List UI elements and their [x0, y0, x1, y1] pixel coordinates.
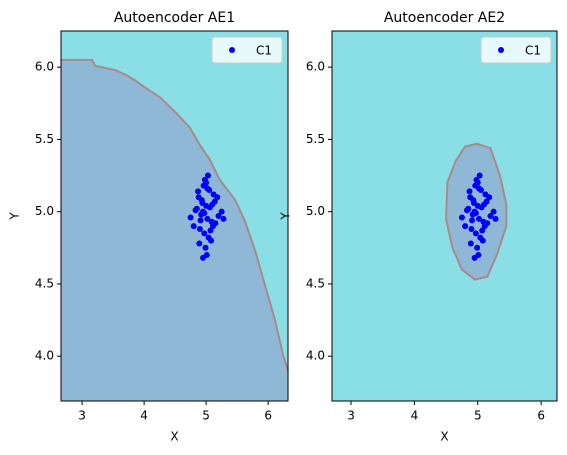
axes-frame [331, 30, 558, 402]
point [473, 176, 480, 183]
point [218, 208, 225, 215]
point [215, 213, 222, 219]
point [192, 207, 199, 214]
legend-label: C1 [256, 44, 272, 58]
point [471, 254, 478, 261]
point [483, 198, 490, 205]
point [476, 185, 483, 192]
point [201, 230, 208, 237]
x-tick-label: 5 [474, 409, 482, 423]
boundary [61, 58, 289, 371]
legend-box [480, 36, 552, 64]
point [477, 234, 484, 241]
point [204, 215, 211, 222]
point [204, 185, 211, 192]
point [472, 210, 479, 217]
point [207, 227, 214, 234]
point [481, 223, 488, 230]
point [458, 214, 465, 221]
point [476, 172, 483, 179]
point [204, 172, 211, 179]
y-axis-label: Y [8, 212, 22, 221]
y-tick-label: 5.0 [306, 204, 325, 218]
point [466, 188, 473, 195]
y-tick-label: 5.5 [306, 132, 325, 146]
point [187, 214, 194, 221]
x-tick-label: 5 [202, 409, 210, 423]
point [201, 176, 208, 183]
point [200, 254, 207, 261]
point [476, 215, 483, 222]
y-tick-label: 5.5 [35, 132, 54, 146]
point [487, 213, 494, 219]
plot-background [332, 31, 557, 401]
x-axis-label: X [170, 430, 178, 444]
point [492, 215, 499, 222]
region [61, 59, 288, 401]
legend-marker [498, 47, 504, 53]
subplot: 3 4 5 6 4.0 4.5 5.0 5.5 6.0 Autoencoder AE2 X Y C1 [279, 10, 558, 444]
x-tick-label: 4 [140, 409, 148, 423]
y-tick-label: 6.0 [35, 60, 54, 74]
point [202, 244, 209, 251]
legend-label: C1 [525, 44, 541, 58]
y-tick-label: 6.0 [306, 60, 325, 74]
x-tick-label: 4 [411, 409, 419, 423]
axes-frame [60, 30, 289, 402]
point [205, 234, 212, 241]
point [203, 202, 210, 209]
subplot: 3 4 5 6 4.0 4.5 5.0 5.5 6.0 Autoencoder AE1 X Y C1 [8, 10, 289, 444]
point [196, 226, 203, 233]
y-tick-label: 4.5 [35, 276, 54, 290]
x-tick-label: 6 [264, 409, 272, 423]
point [490, 208, 497, 215]
point [190, 223, 197, 230]
point [462, 223, 469, 230]
y-axis-label: Y [279, 212, 293, 221]
point [214, 194, 221, 201]
legend-marker [229, 47, 235, 53]
point [472, 230, 479, 237]
point [467, 240, 474, 247]
x-tick-label: 3 [78, 409, 86, 423]
point [209, 223, 216, 230]
point [479, 227, 486, 234]
x-tick-label: 3 [347, 409, 355, 423]
point [464, 207, 470, 214]
point [195, 188, 202, 195]
point [474, 202, 481, 209]
point [486, 194, 493, 201]
point [201, 210, 208, 217]
point [469, 217, 476, 224]
point [474, 244, 481, 251]
x-tick-label: 6 [537, 409, 545, 423]
point [196, 240, 203, 247]
chart-title: Autoencoder AE2 [384, 10, 505, 26]
legend-box [211, 36, 283, 64]
y-tick-label: 4.5 [306, 276, 325, 290]
y-tick-label: 4.0 [35, 349, 54, 363]
x-axis-label: X [440, 430, 448, 444]
point [211, 198, 218, 205]
y-tick-label: 4.0 [306, 349, 325, 363]
point [220, 215, 227, 222]
point [197, 217, 204, 224]
chart-title: Autoencoder AE1 [114, 10, 235, 26]
y-tick-label: 5.0 [35, 204, 54, 218]
point [468, 226, 475, 233]
